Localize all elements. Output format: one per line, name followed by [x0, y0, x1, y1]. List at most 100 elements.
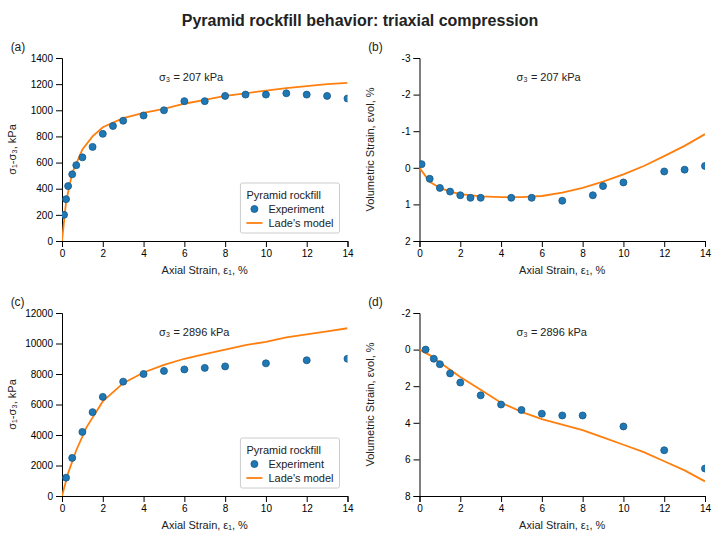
annotation: σ₃ = 2896 kPa: [517, 326, 588, 338]
y-tick-label: 800: [36, 131, 53, 142]
data-point: [426, 175, 433, 182]
x-tick: 8: [580, 241, 586, 259]
y-tick-label: 1200: [31, 79, 54, 90]
y-tick-mark: [56, 136, 62, 137]
y-tick: 8000: [31, 369, 62, 380]
data-point: [201, 364, 208, 371]
series-line: [420, 134, 706, 197]
y-axis-line: [56, 59, 63, 242]
x-tick: 4: [141, 241, 147, 259]
legend-symbol: [251, 461, 258, 468]
y-tick-label: 2: [405, 381, 411, 392]
x-tick: 0: [417, 496, 423, 514]
x-tick: 0: [60, 496, 66, 514]
y-axis: 86420-2: [402, 308, 420, 502]
x-tick-mark: [266, 241, 267, 247]
x-tick-label: 10: [618, 503, 630, 514]
data-point: [420, 161, 426, 168]
data-point: [63, 474, 70, 481]
y-tick-mark: [414, 131, 420, 132]
data-point: [160, 107, 167, 114]
data-point: [344, 95, 348, 102]
y-tick-mark: [56, 313, 62, 314]
x-axis-line: [63, 497, 349, 503]
x-tick-mark: [664, 241, 665, 247]
y-tick-mark: [414, 168, 420, 169]
x-tick-label: 10: [618, 248, 630, 259]
x-tick-label: 6: [182, 503, 188, 514]
x-tick-mark: [664, 496, 665, 502]
x-axis-line: [420, 242, 706, 248]
x-tick-mark: [348, 496, 349, 502]
data-point: [661, 168, 668, 175]
x-axis-line: [63, 242, 349, 248]
y-tick-mark: [56, 163, 62, 164]
x-tick-mark: [460, 496, 461, 502]
data-point: [262, 91, 269, 98]
x-tick-label: 2: [101, 248, 107, 259]
x-tick: 4: [141, 496, 147, 514]
y-tick-label: -3: [402, 53, 411, 64]
panel-label: (d): [368, 295, 383, 309]
y-tick: 0: [405, 344, 420, 355]
data-point: [89, 143, 96, 150]
x-tick: 2: [458, 496, 464, 514]
x-tick: 6: [540, 241, 546, 259]
data-point: [222, 363, 229, 370]
x-tick-mark: [144, 241, 145, 247]
data-point: [528, 194, 535, 201]
x-tick: 8: [223, 496, 229, 514]
x-tick: 10: [618, 496, 630, 514]
y-tick: -2: [402, 89, 420, 100]
panel-label: (b): [368, 40, 383, 54]
data-point: [559, 412, 566, 419]
x-tick-label: 0: [417, 248, 423, 259]
y-tick: 600: [36, 157, 62, 168]
y-tick-label: -1: [402, 126, 411, 137]
y-tick-mark: [414, 241, 420, 242]
y-tick: 12000: [25, 308, 62, 319]
y-tick: 0: [47, 236, 62, 247]
panel-label: (a): [11, 40, 26, 54]
y-axis-line: [414, 59, 421, 242]
data-point: [620, 423, 627, 430]
data-point: [69, 171, 76, 178]
x-tick-mark: [501, 241, 502, 247]
x-tick: 8: [580, 496, 586, 514]
legend-title: Pyramid rockfill: [246, 189, 321, 201]
y-tick-label: 6: [405, 454, 411, 465]
y-tick: 2000: [31, 460, 62, 471]
legend-box: [240, 183, 339, 233]
data-point: [99, 130, 106, 137]
data-point: [63, 196, 70, 203]
y-tick-label: -2: [402, 89, 411, 100]
y-tick-label: 200: [36, 210, 53, 221]
x-tick-label: 10: [261, 503, 273, 514]
y-tick-label: 1: [405, 199, 411, 210]
x-tick: 6: [182, 241, 188, 259]
x-tick: 14: [342, 241, 354, 259]
data-point: [477, 194, 484, 201]
y-tick: 4000: [31, 430, 62, 441]
y-tick-mark: [56, 58, 62, 59]
x-tick-mark: [103, 241, 104, 247]
data-point: [579, 412, 586, 419]
plot-area: [62, 83, 348, 241]
data-point: [559, 197, 566, 204]
data-point: [262, 360, 269, 367]
x-tick: 2: [101, 241, 107, 259]
x-tick: 14: [342, 496, 354, 514]
data-point: [283, 90, 290, 97]
data-point: [303, 357, 310, 364]
y-tick-label: -2: [402, 308, 411, 319]
x-tick-label: 14: [700, 503, 712, 514]
y-tick-label: 4: [405, 418, 411, 429]
y-tick-label: 12000: [25, 308, 53, 319]
x-axis: 02468101214: [417, 496, 711, 514]
x-axis-title: Axial Strain, ε₁, %: [162, 264, 248, 276]
y-tick-label: 1000: [31, 105, 54, 116]
x-tick-mark: [144, 496, 145, 502]
series-line: [62, 328, 348, 496]
x-tick-label: 8: [580, 248, 586, 259]
y-tick-mark: [414, 350, 420, 351]
